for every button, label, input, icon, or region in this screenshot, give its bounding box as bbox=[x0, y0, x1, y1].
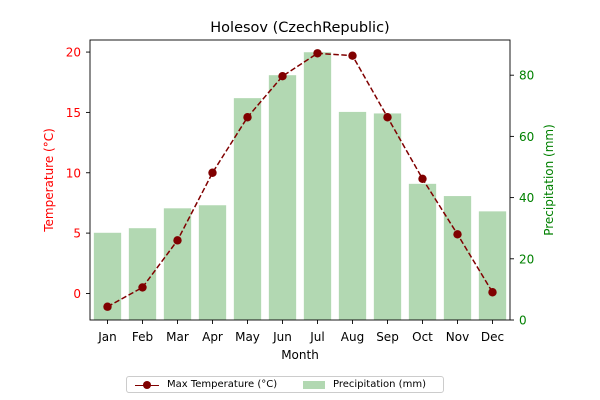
temperature-point-aug bbox=[348, 51, 357, 60]
temperature-point-nov bbox=[453, 230, 462, 239]
x-tick-label-apr: Apr bbox=[202, 330, 223, 344]
temperature-point-mar bbox=[173, 236, 182, 245]
y-right-tick-label: 0 bbox=[519, 314, 527, 328]
legend-item-precipitation: Precipitation (mm) bbox=[303, 377, 426, 392]
x-tick-label-sep: Sep bbox=[376, 330, 399, 344]
x-tick-label-nov: Nov bbox=[446, 330, 469, 344]
temperature-line-group bbox=[103, 49, 497, 311]
x-tick-label-mar: Mar bbox=[166, 330, 189, 344]
temperature-line bbox=[107, 52, 494, 308]
y-right-tick-label: 80 bbox=[519, 69, 534, 83]
legend-label-temperature: Max Temperature (°C) bbox=[167, 379, 278, 390]
legend-swatch-precipitation bbox=[303, 380, 325, 389]
x-tick-label-feb: Feb bbox=[132, 330, 153, 344]
legend-swatch-temperature bbox=[135, 380, 159, 390]
y-left-tick-label: 10 bbox=[66, 166, 81, 180]
legend-item-temperature: Max Temperature (°C) bbox=[135, 377, 277, 392]
y-right-tick-label: 40 bbox=[519, 191, 534, 205]
temperature-point-jan bbox=[103, 302, 112, 311]
legend: Max Temperature (°C) Precipitation (mm) bbox=[126, 376, 444, 393]
precipitation-bar-sep bbox=[373, 113, 402, 320]
precipitation-bar-aug bbox=[338, 111, 367, 320]
x-tick-label-oct: Oct bbox=[412, 330, 433, 344]
precipitation-bar-oct bbox=[408, 183, 437, 320]
precipitation-bar-apr bbox=[198, 205, 227, 320]
y-left-tick-label: 5 bbox=[73, 227, 81, 241]
x-tick-label-may: May bbox=[235, 330, 260, 344]
legend-label-precipitation: Precipitation (mm) bbox=[333, 379, 426, 390]
temperature-point-apr bbox=[208, 168, 217, 177]
chart-title: Holesov (CzechRepublic) bbox=[210, 20, 389, 36]
plot-frame bbox=[89, 39, 511, 321]
x-tick-label-aug: Aug bbox=[341, 330, 364, 344]
x-tick-label-dec: Dec bbox=[481, 330, 504, 344]
temperature-point-jul bbox=[313, 49, 322, 58]
temperature-point-feb bbox=[138, 283, 147, 292]
temperature-point-oct bbox=[418, 174, 427, 183]
y-left-tick-label: 15 bbox=[66, 106, 81, 120]
y-left-tick-label: 0 bbox=[73, 287, 81, 301]
temperature-point-may bbox=[243, 113, 252, 122]
temperature-point-dec bbox=[488, 288, 497, 297]
x-axis: Jan Feb Mar Apr May Jun Jul Aug Sep Oct Nov Dec bbox=[97, 320, 504, 344]
temperature-point-jun bbox=[278, 72, 287, 81]
y-right-tick-label: 60 bbox=[519, 130, 534, 144]
precipitation-bar-dec bbox=[478, 211, 507, 320]
x-tick-label-jun: Jun bbox=[272, 330, 292, 344]
temperature-point-sep bbox=[383, 113, 392, 122]
x-axis-label: Month bbox=[281, 348, 319, 362]
precipitation-bar-nov bbox=[443, 196, 472, 320]
x-tick-label-jan: Jan bbox=[97, 330, 117, 344]
x-tick-label-jul: Jul bbox=[309, 330, 324, 344]
y-right-tick-label: 20 bbox=[519, 252, 534, 266]
y-axis-left: 0 5 10 15 20 bbox=[66, 46, 90, 301]
precipitation-bar-mar bbox=[163, 208, 192, 320]
y-axis-right: 0 20 40 60 80 bbox=[510, 69, 534, 328]
precipitation-bar-may bbox=[233, 98, 262, 320]
precipitation-bar-jul bbox=[303, 52, 332, 320]
y-axis-right-label: Precipitation (mm) bbox=[542, 124, 556, 236]
y-left-tick-label: 20 bbox=[66, 46, 81, 60]
y-axis-left-label: Temperature (°C) bbox=[42, 128, 56, 233]
precipitation-bars bbox=[93, 52, 507, 320]
precipitation-bar-jun bbox=[268, 75, 297, 320]
